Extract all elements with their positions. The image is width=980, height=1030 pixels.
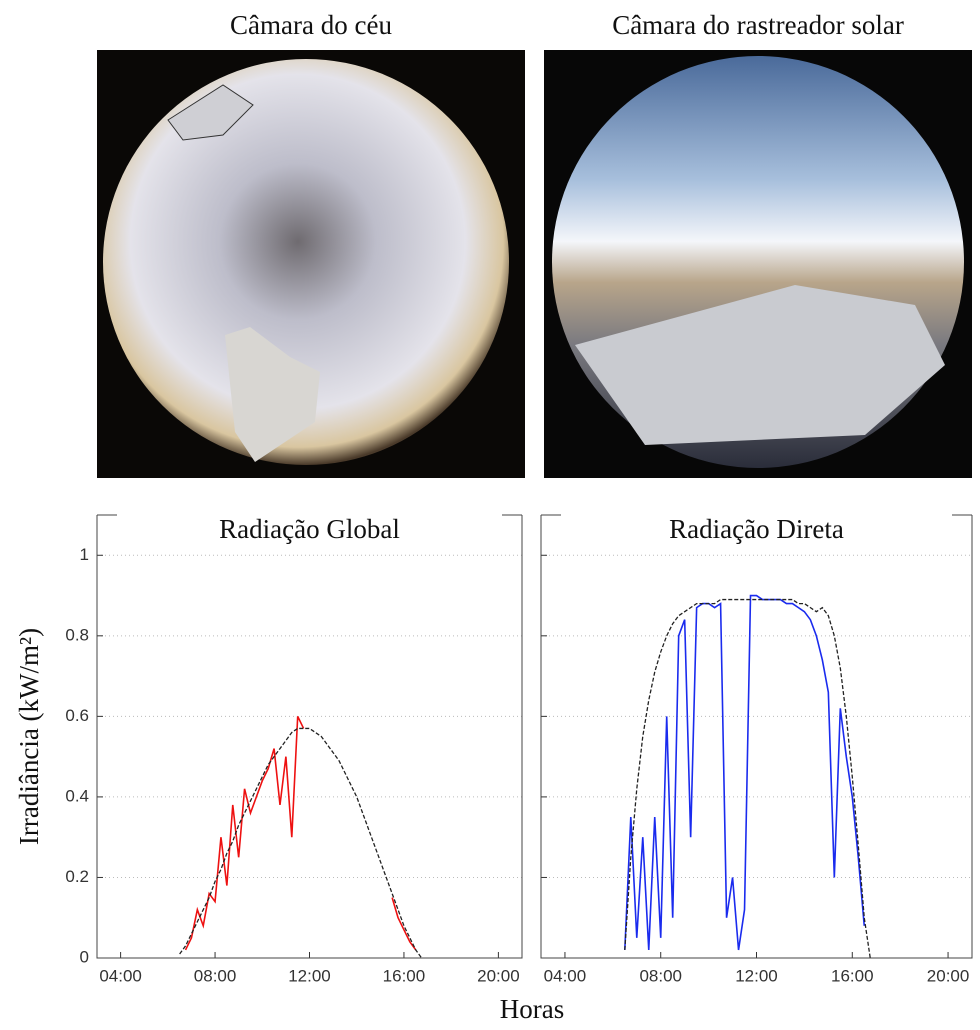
x-tick-label: 16:00	[383, 966, 426, 985]
axis-frame-top	[562, 514, 951, 516]
chart-title: Radiação Global	[219, 514, 400, 544]
y-tick-label: 0.8	[65, 625, 89, 644]
y-tick-label: 0.6	[65, 706, 89, 725]
axis-frame	[96, 514, 523, 959]
image-title: Câmara do rastreador solar	[612, 10, 904, 40]
data-line	[184, 716, 417, 951]
x-tick-label: 04:00	[544, 966, 587, 985]
data-line	[624, 598, 871, 959]
x-tick-label: 12:00	[735, 966, 778, 985]
chart-title: Radiação Direta	[669, 514, 844, 544]
x-tick-label: 08:00	[639, 966, 682, 985]
sky-camera-image	[97, 50, 525, 478]
image-title: Câmara do céu	[230, 10, 392, 40]
x-tick-label: 08:00	[194, 966, 237, 985]
axis-frame	[540, 514, 973, 959]
y-tick-label: 1	[80, 545, 89, 564]
x-axis-label: Horas	[500, 994, 564, 1024]
y-tick-label: 0.2	[65, 867, 89, 886]
x-tick-label: 16:00	[831, 966, 874, 985]
sun-tracker-camera-image	[544, 50, 972, 478]
y-axis-label: Irradiância (kW/m²)	[14, 628, 44, 845]
data-line	[179, 727, 423, 959]
y-tick-label: 0	[80, 947, 89, 966]
x-tick-label: 20:00	[927, 966, 970, 985]
x-tick-label: 04:00	[99, 966, 142, 985]
y-tick-label: 0.4	[65, 786, 89, 805]
x-tick-label: 12:00	[288, 966, 331, 985]
x-tick-label: 20:00	[477, 966, 520, 985]
axis-frame-top	[118, 514, 501, 516]
data-line	[624, 594, 866, 951]
